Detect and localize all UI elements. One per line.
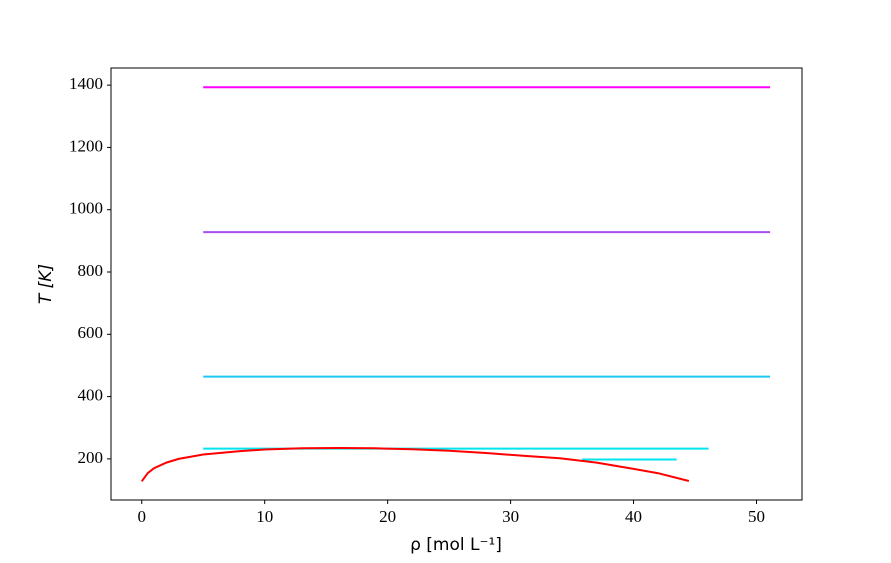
y-tick-label: 1000 bbox=[69, 199, 103, 218]
y-axis-label: T [K] bbox=[36, 264, 56, 304]
y-tick-label: 200 bbox=[78, 448, 104, 467]
x-tick-label: 30 bbox=[502, 507, 519, 526]
x-tick-label: 20 bbox=[379, 507, 396, 526]
x-tick-label: 10 bbox=[256, 507, 273, 526]
x-tick-label: 0 bbox=[137, 507, 146, 526]
x-axis-label: ρ [mol L⁻¹] bbox=[410, 535, 502, 555]
y-tick-label: 400 bbox=[78, 386, 104, 405]
y-tick-label: 1200 bbox=[69, 136, 103, 155]
plot-frame bbox=[110, 67, 803, 501]
x-tick-label: 50 bbox=[748, 507, 765, 526]
y-tick-label: 1400 bbox=[69, 74, 103, 93]
y-tick-label: 600 bbox=[78, 323, 104, 342]
line-series bbox=[140, 446, 690, 482]
y-tick-label: 800 bbox=[78, 261, 104, 280]
x-tick-label: 40 bbox=[625, 507, 642, 526]
